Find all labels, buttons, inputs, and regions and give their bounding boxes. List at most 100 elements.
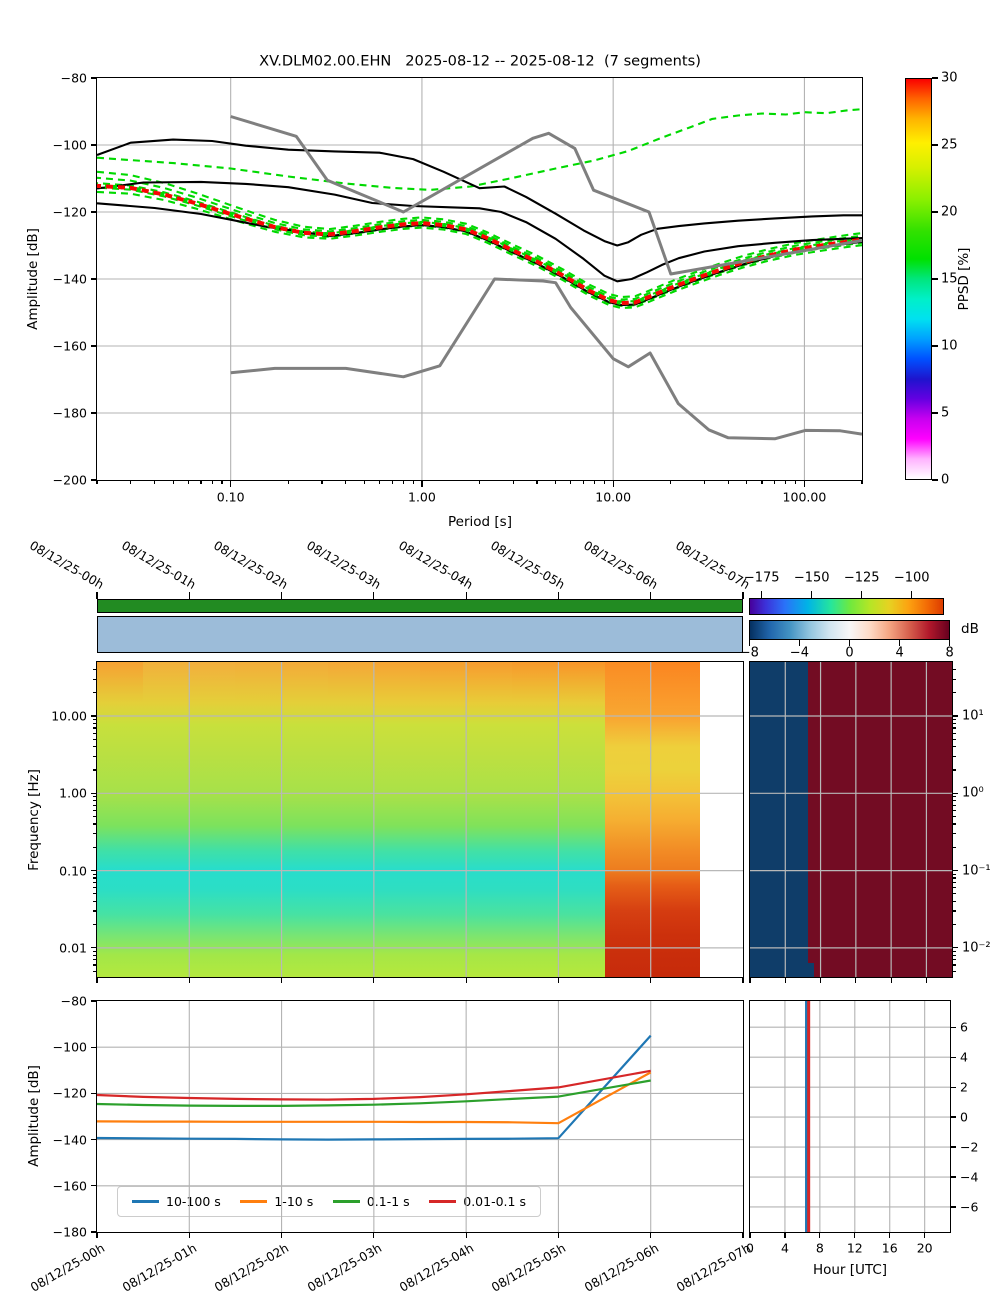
spectrogram-column xyxy=(327,662,375,977)
axis-tick xyxy=(952,755,956,757)
axis-tick xyxy=(952,718,956,721)
spectrogram-column xyxy=(604,662,652,977)
date-tick-label: 08/12/25-00h xyxy=(28,1241,107,1295)
axis-tick xyxy=(749,1232,751,1238)
axis-tick xyxy=(188,591,190,599)
tick-label: −140 xyxy=(52,271,87,287)
axis-tick xyxy=(90,1000,97,1002)
segment-psd-curve xyxy=(97,190,862,310)
axis-tick xyxy=(373,977,375,983)
axis-tick xyxy=(650,977,652,983)
spectrogram-column xyxy=(281,662,329,977)
axis-tick xyxy=(952,954,956,956)
axis-tick xyxy=(848,640,851,646)
band-line-10-100 s xyxy=(97,1034,652,1141)
date-tick-label: 08/12/25-02h xyxy=(212,1241,292,1295)
axis-tick xyxy=(742,1232,744,1238)
axis-tick xyxy=(90,870,97,872)
axis-tick xyxy=(373,591,375,599)
axis-tick xyxy=(391,480,393,484)
axis-tick xyxy=(952,804,956,806)
diff-colorbar xyxy=(749,620,950,640)
axis-tick xyxy=(890,977,892,983)
axis-tick xyxy=(952,738,956,740)
top-xlabel: Period [s] xyxy=(448,514,512,530)
spectrogram-column xyxy=(420,662,467,977)
tick-label: 0.10 xyxy=(216,489,245,505)
axis-tick xyxy=(932,144,938,146)
axis-tick xyxy=(798,640,800,646)
axis-tick xyxy=(952,910,956,912)
tick-label: 10.00 xyxy=(51,708,87,724)
axis-tick xyxy=(555,480,557,484)
axis-tick xyxy=(952,970,956,972)
axis-tick xyxy=(603,480,605,484)
axis-tick xyxy=(950,1086,956,1088)
tick-label: −100 xyxy=(52,137,87,153)
ppsd-mode-red xyxy=(97,183,862,306)
axis-tick xyxy=(93,924,97,926)
axis-tick xyxy=(742,591,744,599)
db-unit-label: dB xyxy=(961,621,979,637)
date-tick-label: 08/12/25-04h xyxy=(396,538,476,592)
axis-tick xyxy=(280,1232,283,1238)
axis-tick xyxy=(96,1232,98,1238)
tick-label: −80 xyxy=(60,993,87,1009)
axis-tick xyxy=(761,480,763,484)
psd-envelope-mid xyxy=(97,180,862,283)
axis-tick xyxy=(93,970,97,972)
axis-tick xyxy=(952,833,956,835)
axis-tick xyxy=(421,480,423,487)
axis-tick xyxy=(280,591,283,599)
axis-tick xyxy=(952,815,956,818)
tick-label: 15 xyxy=(941,271,958,287)
axis-tick xyxy=(90,144,97,146)
tick-label: 4 xyxy=(780,1240,789,1256)
axis-tick xyxy=(536,480,538,484)
segment-psd-curve xyxy=(97,186,862,307)
axis-tick xyxy=(90,792,97,794)
axis-tick xyxy=(93,900,97,902)
spectrogram-column xyxy=(235,662,283,977)
tick-label: 0 xyxy=(845,645,854,661)
band-line-0.1-1 s xyxy=(97,1079,651,1107)
axis-tick xyxy=(785,480,787,484)
axis-tick xyxy=(784,977,786,983)
ppsd-colorbar xyxy=(905,78,932,480)
axis-tick xyxy=(93,881,97,884)
axis-tick xyxy=(742,977,744,983)
axis-tick xyxy=(93,718,97,721)
axis-tick xyxy=(478,480,481,484)
axis-tick xyxy=(950,1146,956,1148)
tick-label: −120 xyxy=(52,204,87,220)
axis-tick xyxy=(280,977,283,983)
axis-tick xyxy=(93,964,97,966)
legend-label: 0.01-0.1 s xyxy=(463,1194,526,1209)
hour-xlabel: Hour [UTC] xyxy=(812,1262,888,1278)
axis-tick xyxy=(952,881,956,884)
axis-tick xyxy=(950,1176,956,1178)
axis-tick xyxy=(93,800,97,802)
axis-tick xyxy=(950,1026,956,1028)
date-tick-label: 08/12/25-03h xyxy=(304,1241,384,1295)
date-tick-label: 08/12/25-06h xyxy=(581,1241,661,1295)
axis-tick xyxy=(952,715,958,717)
axis-tick xyxy=(93,954,97,956)
axis-tick xyxy=(221,480,223,484)
axis-tick xyxy=(465,591,467,599)
axis-tick xyxy=(90,1231,97,1233)
peterson-nlnm xyxy=(230,277,862,441)
peterson-nhnm xyxy=(230,115,862,276)
axis-tick xyxy=(811,590,813,598)
axis-tick xyxy=(795,480,797,484)
bottom-ylabel: Amplitude [dB] xyxy=(26,1065,42,1167)
tick-label: −6 xyxy=(960,1199,979,1215)
axis-tick xyxy=(889,1232,891,1238)
axis-tick xyxy=(465,1232,467,1238)
axis-tick xyxy=(854,1232,856,1238)
axis-tick xyxy=(93,809,97,812)
tick-label: 1.00 xyxy=(408,489,436,505)
axis-tick xyxy=(924,1232,926,1238)
date-tick-label: 08/12/25-01h xyxy=(120,1241,200,1295)
axis-tick xyxy=(90,77,97,79)
